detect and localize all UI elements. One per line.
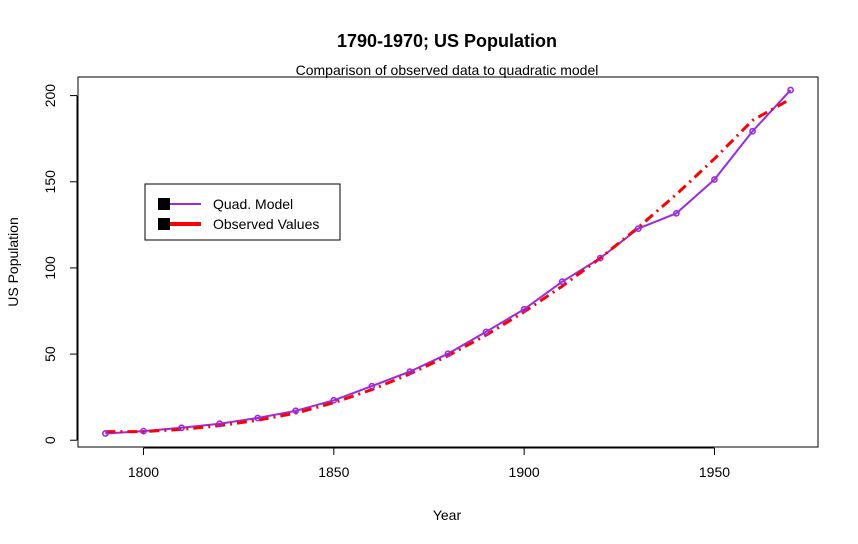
series-layer bbox=[105, 89, 792, 435]
data-point bbox=[292, 407, 300, 415]
x-tick-label: 1800 bbox=[128, 464, 159, 480]
x-axis: 1800 1850 1900 1950 bbox=[128, 447, 730, 480]
series-line-observed-values bbox=[105, 97, 792, 434]
chart-title: 1790-1970; US Population bbox=[337, 31, 557, 51]
legend-swatch bbox=[158, 198, 170, 210]
legend-box bbox=[144, 183, 341, 241]
y-axis-label: US Population bbox=[5, 217, 21, 307]
data-point bbox=[482, 328, 490, 336]
y-tick-label: 100 bbox=[42, 256, 58, 280]
x-tick-label: 1950 bbox=[699, 464, 730, 480]
legend-label: Observed Values bbox=[213, 216, 319, 232]
legend-swatch bbox=[158, 218, 170, 230]
data-point bbox=[140, 427, 147, 435]
data-point bbox=[558, 278, 566, 286]
data-point bbox=[178, 424, 185, 432]
data-point bbox=[672, 209, 680, 217]
legend-label: Quad. Model bbox=[213, 196, 293, 212]
data-point bbox=[787, 86, 794, 94]
x-axis-label: Year bbox=[433, 507, 462, 523]
data-point bbox=[749, 127, 756, 135]
x-tick-label: 1900 bbox=[509, 464, 540, 480]
y-tick-label: 0 bbox=[42, 436, 58, 444]
data-point bbox=[520, 305, 528, 313]
data-point bbox=[444, 350, 452, 358]
x-tick-label: 1850 bbox=[318, 464, 349, 480]
data-point bbox=[102, 430, 109, 437]
y-axis: 0 50 100 150 200 bbox=[42, 84, 78, 444]
legend: Quad. Model Observed Values bbox=[144, 183, 341, 241]
data-point bbox=[368, 382, 376, 390]
plot-frame bbox=[77, 76, 819, 448]
data-point bbox=[711, 176, 718, 183]
data-point bbox=[330, 396, 338, 404]
legend-entries: Quad. Model Observed Values bbox=[158, 196, 319, 232]
y-tick-label: 200 bbox=[42, 84, 58, 108]
y-tick-label: 150 bbox=[42, 170, 58, 194]
data-point bbox=[596, 254, 604, 262]
points-layer bbox=[102, 86, 794, 437]
data-point bbox=[406, 368, 414, 376]
data-point bbox=[634, 225, 642, 233]
chart-subtitle: Comparison of observed data to quadratic… bbox=[296, 62, 599, 78]
data-point bbox=[254, 414, 262, 422]
series-line-quad-model bbox=[105, 89, 792, 435]
y-tick-label: 50 bbox=[42, 346, 58, 362]
data-point bbox=[216, 420, 224, 428]
